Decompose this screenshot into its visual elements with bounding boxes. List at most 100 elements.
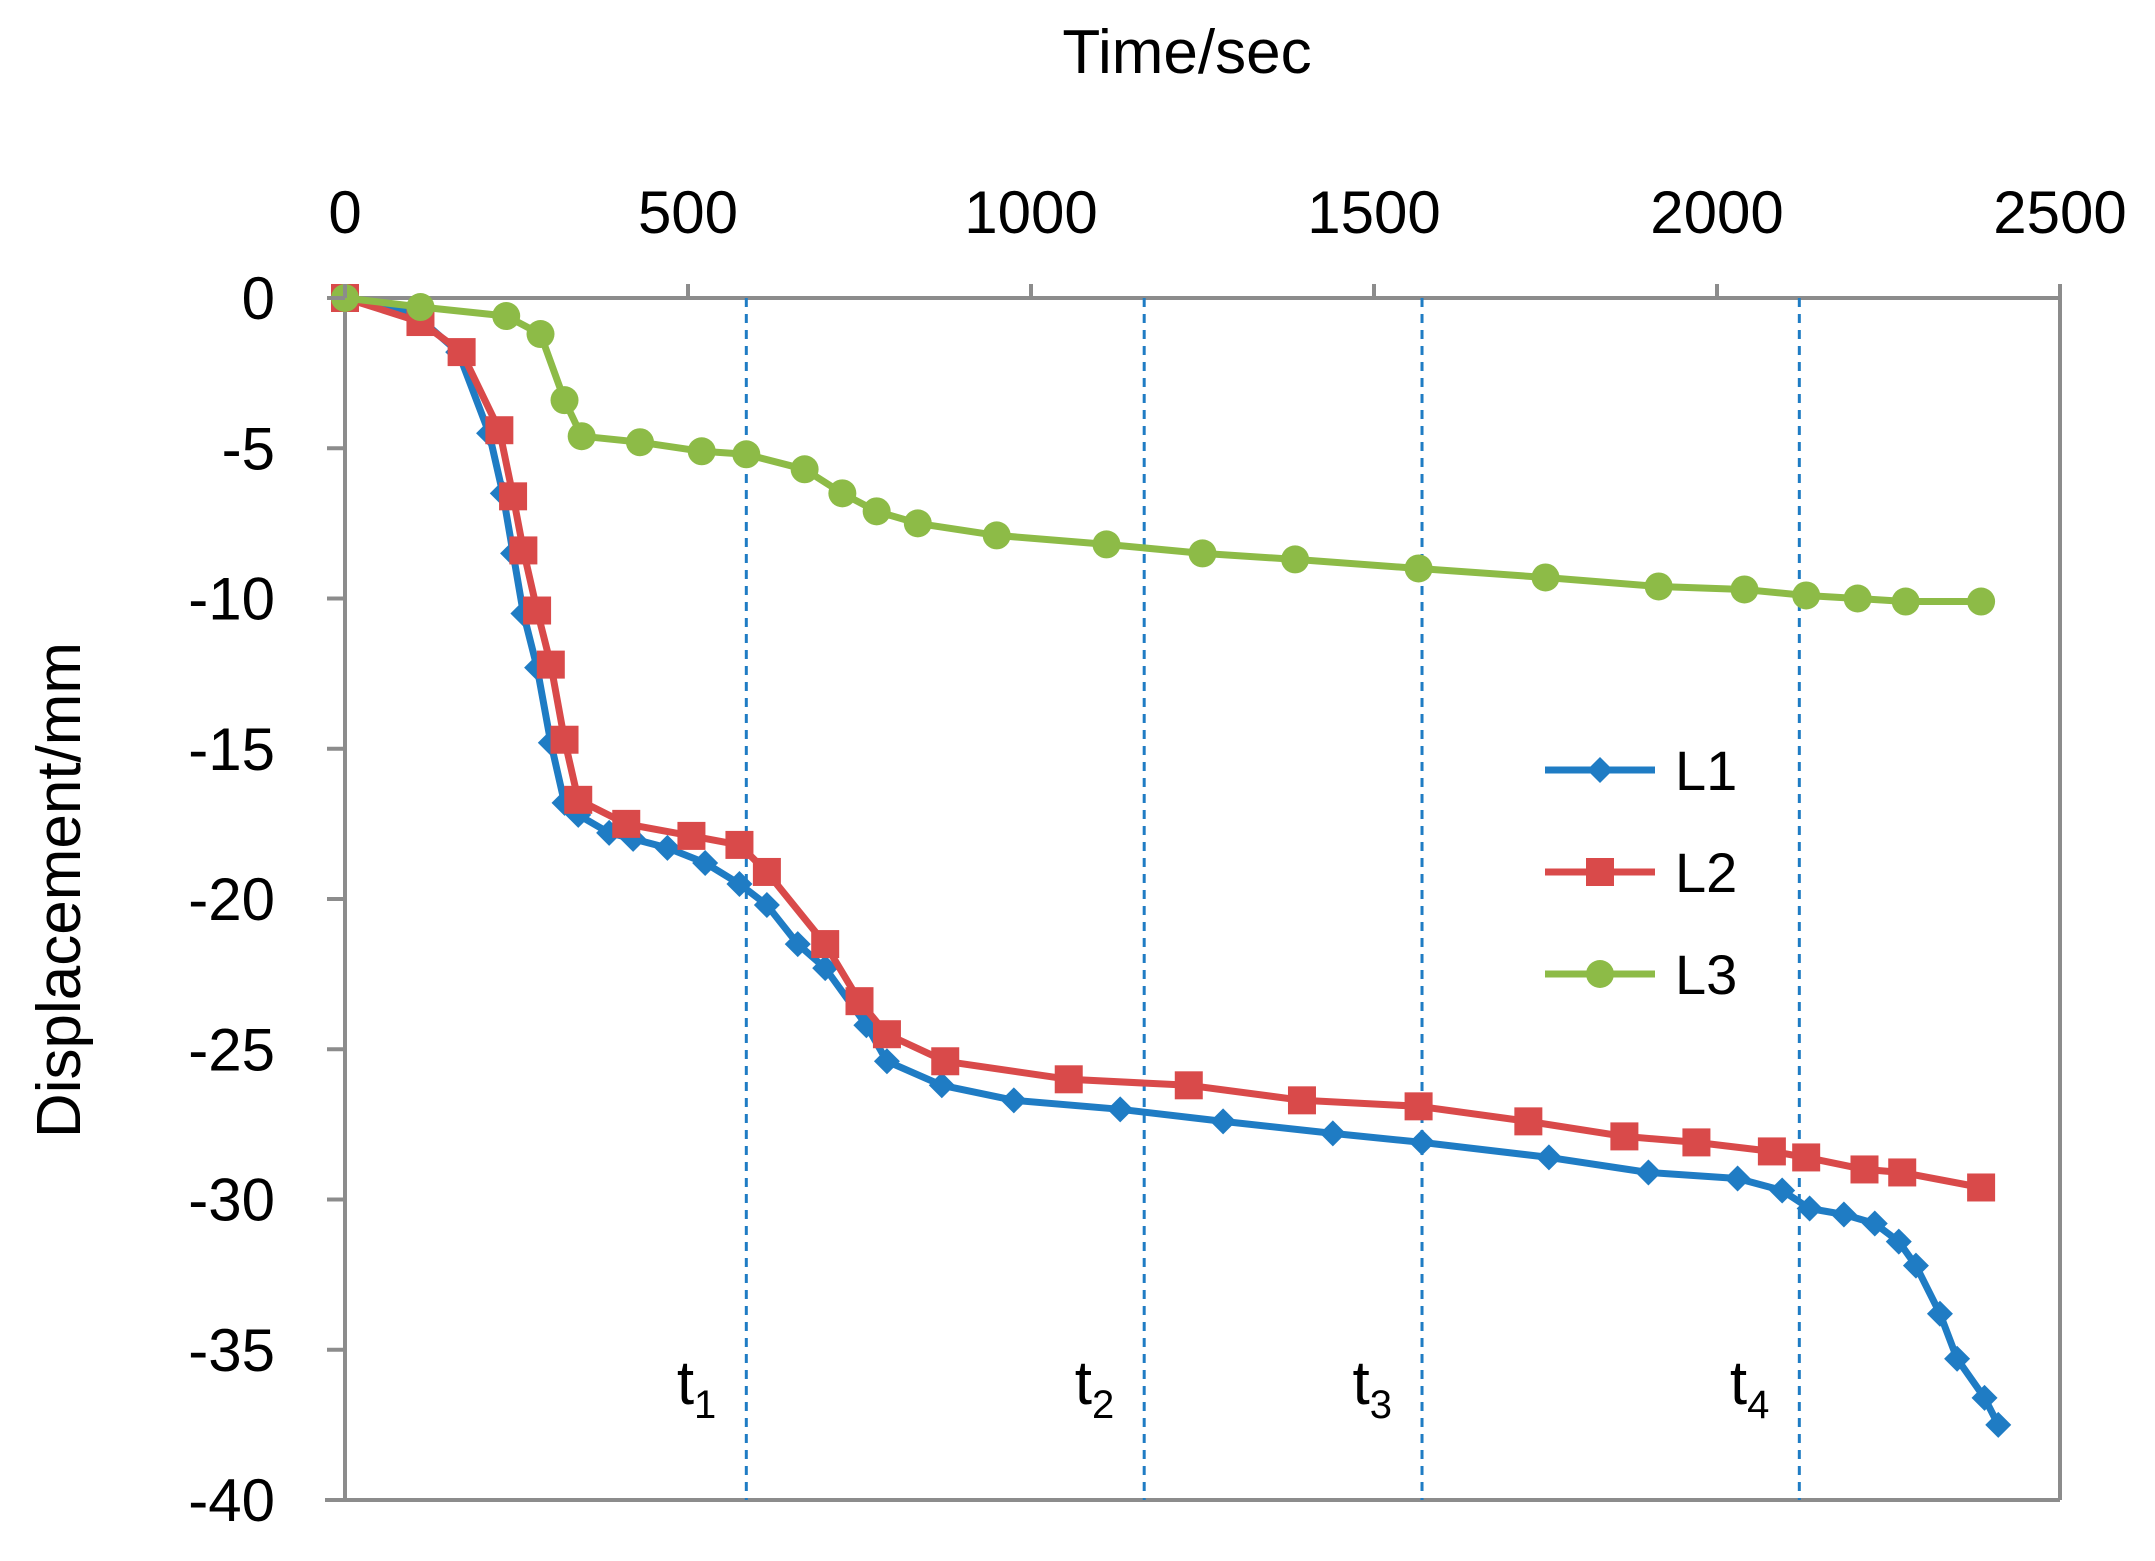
data-point-l3	[862, 497, 891, 526]
series-layer	[331, 284, 2012, 1438]
data-point-l2	[1682, 1128, 1711, 1157]
data-point-l2	[509, 536, 538, 565]
data-point-l2	[612, 809, 641, 838]
series-l3	[331, 284, 1996, 616]
series-line-l1	[341, 294, 2002, 1429]
data-point-l3	[526, 320, 555, 349]
legend-marker	[1586, 960, 1614, 988]
data-point-l2	[447, 338, 476, 367]
legend-item-l2: L2	[1545, 841, 1737, 904]
y-tick-label: -30	[188, 1167, 275, 1234]
series-l1	[332, 285, 2012, 1438]
vertical-marker-label: t2	[1075, 1349, 1114, 1427]
data-point-l3	[687, 437, 716, 466]
data-point-l3	[1092, 530, 1121, 559]
data-point-l3	[732, 440, 761, 469]
data-point-l3	[1531, 563, 1560, 592]
data-point-l1	[1985, 1411, 2012, 1438]
data-point-l2	[1287, 1086, 1316, 1115]
data-point-l2	[536, 650, 565, 679]
data-point-l1	[1902, 1252, 1929, 1279]
series-l2	[331, 284, 1996, 1202]
data-point-l2	[1850, 1155, 1879, 1184]
y-tick-label: -5	[222, 415, 275, 482]
data-point-l3	[1730, 575, 1759, 604]
data-point-l1	[1926, 1300, 1953, 1327]
data-point-l1	[1885, 1228, 1912, 1255]
y-axis-title: Displacement/mm	[25, 642, 94, 1138]
data-point-l1	[726, 870, 753, 897]
data-point-l3	[1891, 587, 1920, 616]
legend-label: L2	[1675, 841, 1737, 904]
x-tick-label: 500	[638, 179, 738, 246]
data-point-l2	[1174, 1071, 1203, 1100]
data-point-l3	[625, 428, 654, 457]
data-point-l2	[931, 1047, 960, 1076]
data-point-l3	[1188, 539, 1217, 568]
y-tick-label: -20	[188, 866, 275, 933]
data-point-l2	[523, 596, 552, 625]
data-point-l2	[1967, 1173, 1996, 1202]
data-point-l3	[790, 455, 819, 484]
data-point-l2	[1514, 1107, 1543, 1136]
data-point-l1	[692, 849, 719, 876]
x-tick-label: 2000	[1650, 179, 1783, 246]
x-tick-label: 2500	[1993, 179, 2126, 246]
data-point-l1	[654, 834, 681, 861]
series-line-l3	[341, 294, 1985, 605]
data-point-l2	[811, 930, 840, 959]
data-point-l2	[564, 785, 593, 814]
data-point-l3	[903, 509, 932, 538]
y-tick-label: 0	[242, 265, 275, 332]
vertical-markers: t1 t2 t3 t4	[677, 298, 1801, 1500]
data-point-l2	[1054, 1065, 1083, 1094]
data-point-l1	[1830, 1201, 1857, 1228]
data-point-l2	[1757, 1137, 1786, 1166]
data-point-l2	[499, 482, 528, 511]
y-tick-label: -35	[188, 1317, 275, 1384]
data-point-l3	[492, 302, 521, 331]
data-point-l1	[784, 931, 811, 958]
data-point-l1	[873, 1048, 900, 1075]
data-point-l2	[1404, 1092, 1433, 1121]
y-tick-label: -25	[188, 1016, 275, 1083]
y-tick-label: -40	[188, 1467, 275, 1534]
data-point-l3	[828, 479, 857, 508]
data-point-l2	[677, 821, 706, 850]
legend-marker	[1587, 757, 1613, 783]
axes-layer: 0 500 1000 1500 2000 2500 0 -5 -10 -15 -20 -25 -30 -3…	[188, 179, 2126, 1534]
data-point-l3	[1281, 545, 1310, 574]
data-point-l3	[1843, 584, 1872, 613]
data-point-l3	[1967, 587, 1996, 616]
data-point-l3	[982, 521, 1011, 550]
data-point-l3	[1644, 572, 1673, 601]
x-tick-label: 0	[328, 179, 361, 246]
data-point-l2	[1792, 1143, 1821, 1172]
data-point-l1	[1769, 1177, 1796, 1204]
data-point-l1	[1944, 1345, 1971, 1372]
legend: L1 L2 L3	[1545, 739, 1737, 1006]
legend-label: L3	[1675, 943, 1737, 1006]
x-tick-label: 1000	[964, 179, 1097, 246]
legend-marker	[1586, 858, 1614, 886]
vertical-marker-label: t4	[1730, 1349, 1769, 1427]
data-point-l2	[485, 416, 514, 445]
data-point-l1	[1861, 1210, 1888, 1237]
data-point-l2	[752, 857, 781, 886]
legend-item-l1: L1	[1545, 739, 1737, 802]
data-point-l1	[1635, 1159, 1662, 1186]
data-point-l1	[1971, 1384, 1998, 1411]
data-point-l2	[1888, 1158, 1917, 1187]
data-point-l1	[753, 892, 780, 919]
data-point-l2	[1610, 1122, 1639, 1151]
y-tick-label: -15	[188, 716, 275, 783]
data-point-l1	[1000, 1087, 1027, 1114]
data-point-l2	[725, 830, 754, 859]
data-point-l2	[550, 725, 579, 754]
legend-item-l3: L3	[1545, 943, 1737, 1006]
data-point-l1	[1409, 1129, 1436, 1156]
vertical-marker-label: t1	[677, 1349, 716, 1427]
legend-label: L1	[1675, 739, 1737, 802]
data-point-l1	[1210, 1108, 1237, 1135]
